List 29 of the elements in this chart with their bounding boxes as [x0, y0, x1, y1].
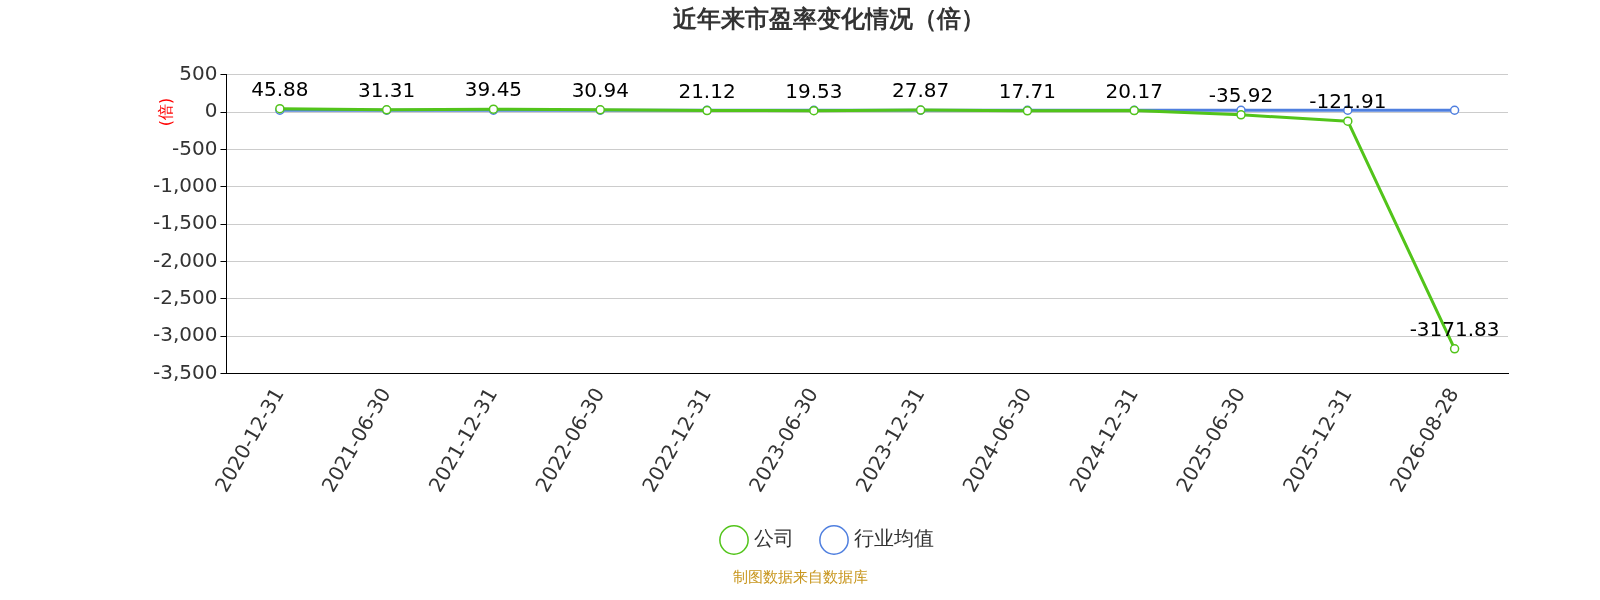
chart-title: 近年来市盈率变化情况（倍） — [673, 4, 985, 33]
point — [1236, 110, 1246, 120]
y-tick-label: -2,000 — [152, 247, 218, 272]
y-tick-label: 0 — [204, 98, 218, 123]
legend-label: 行业均值 — [854, 526, 934, 551]
data-label: 19.53 — [785, 78, 843, 103]
data-label: 31.31 — [358, 77, 416, 102]
point — [1449, 344, 1460, 354]
y-tick-label: -3,500 — [152, 359, 218, 384]
data-label: 17.71 — [998, 79, 1057, 103]
y-tick-label: -2,500 — [152, 284, 218, 309]
data-label: 45.88 — [251, 76, 309, 101]
text: 制图数据来自数据库 — [732, 567, 868, 586]
data-label: 39.45 — [464, 77, 523, 102]
data-label: 27.87 — [892, 78, 950, 103]
data-label: 30.94 — [571, 78, 629, 103]
y-tick-label: -500 — [172, 135, 218, 160]
y-tick-label: -1,500 — [152, 210, 218, 235]
point — [1343, 116, 1353, 126]
data-label: 20.17 — [1105, 78, 1163, 103]
data-label: -35.92 — [1208, 83, 1274, 107]
data-label: -121.91 — [1309, 89, 1387, 114]
data-label: 21.12 — [678, 78, 736, 103]
legend-label: 公司 — [754, 526, 794, 551]
point — [1449, 105, 1460, 115]
y-tick-label: 500 — [179, 61, 218, 85]
y-tick-label: -1,000 — [152, 172, 218, 197]
y-axis-title: (倍) — [155, 97, 175, 127]
y-tick-label: -3,000 — [152, 322, 218, 347]
